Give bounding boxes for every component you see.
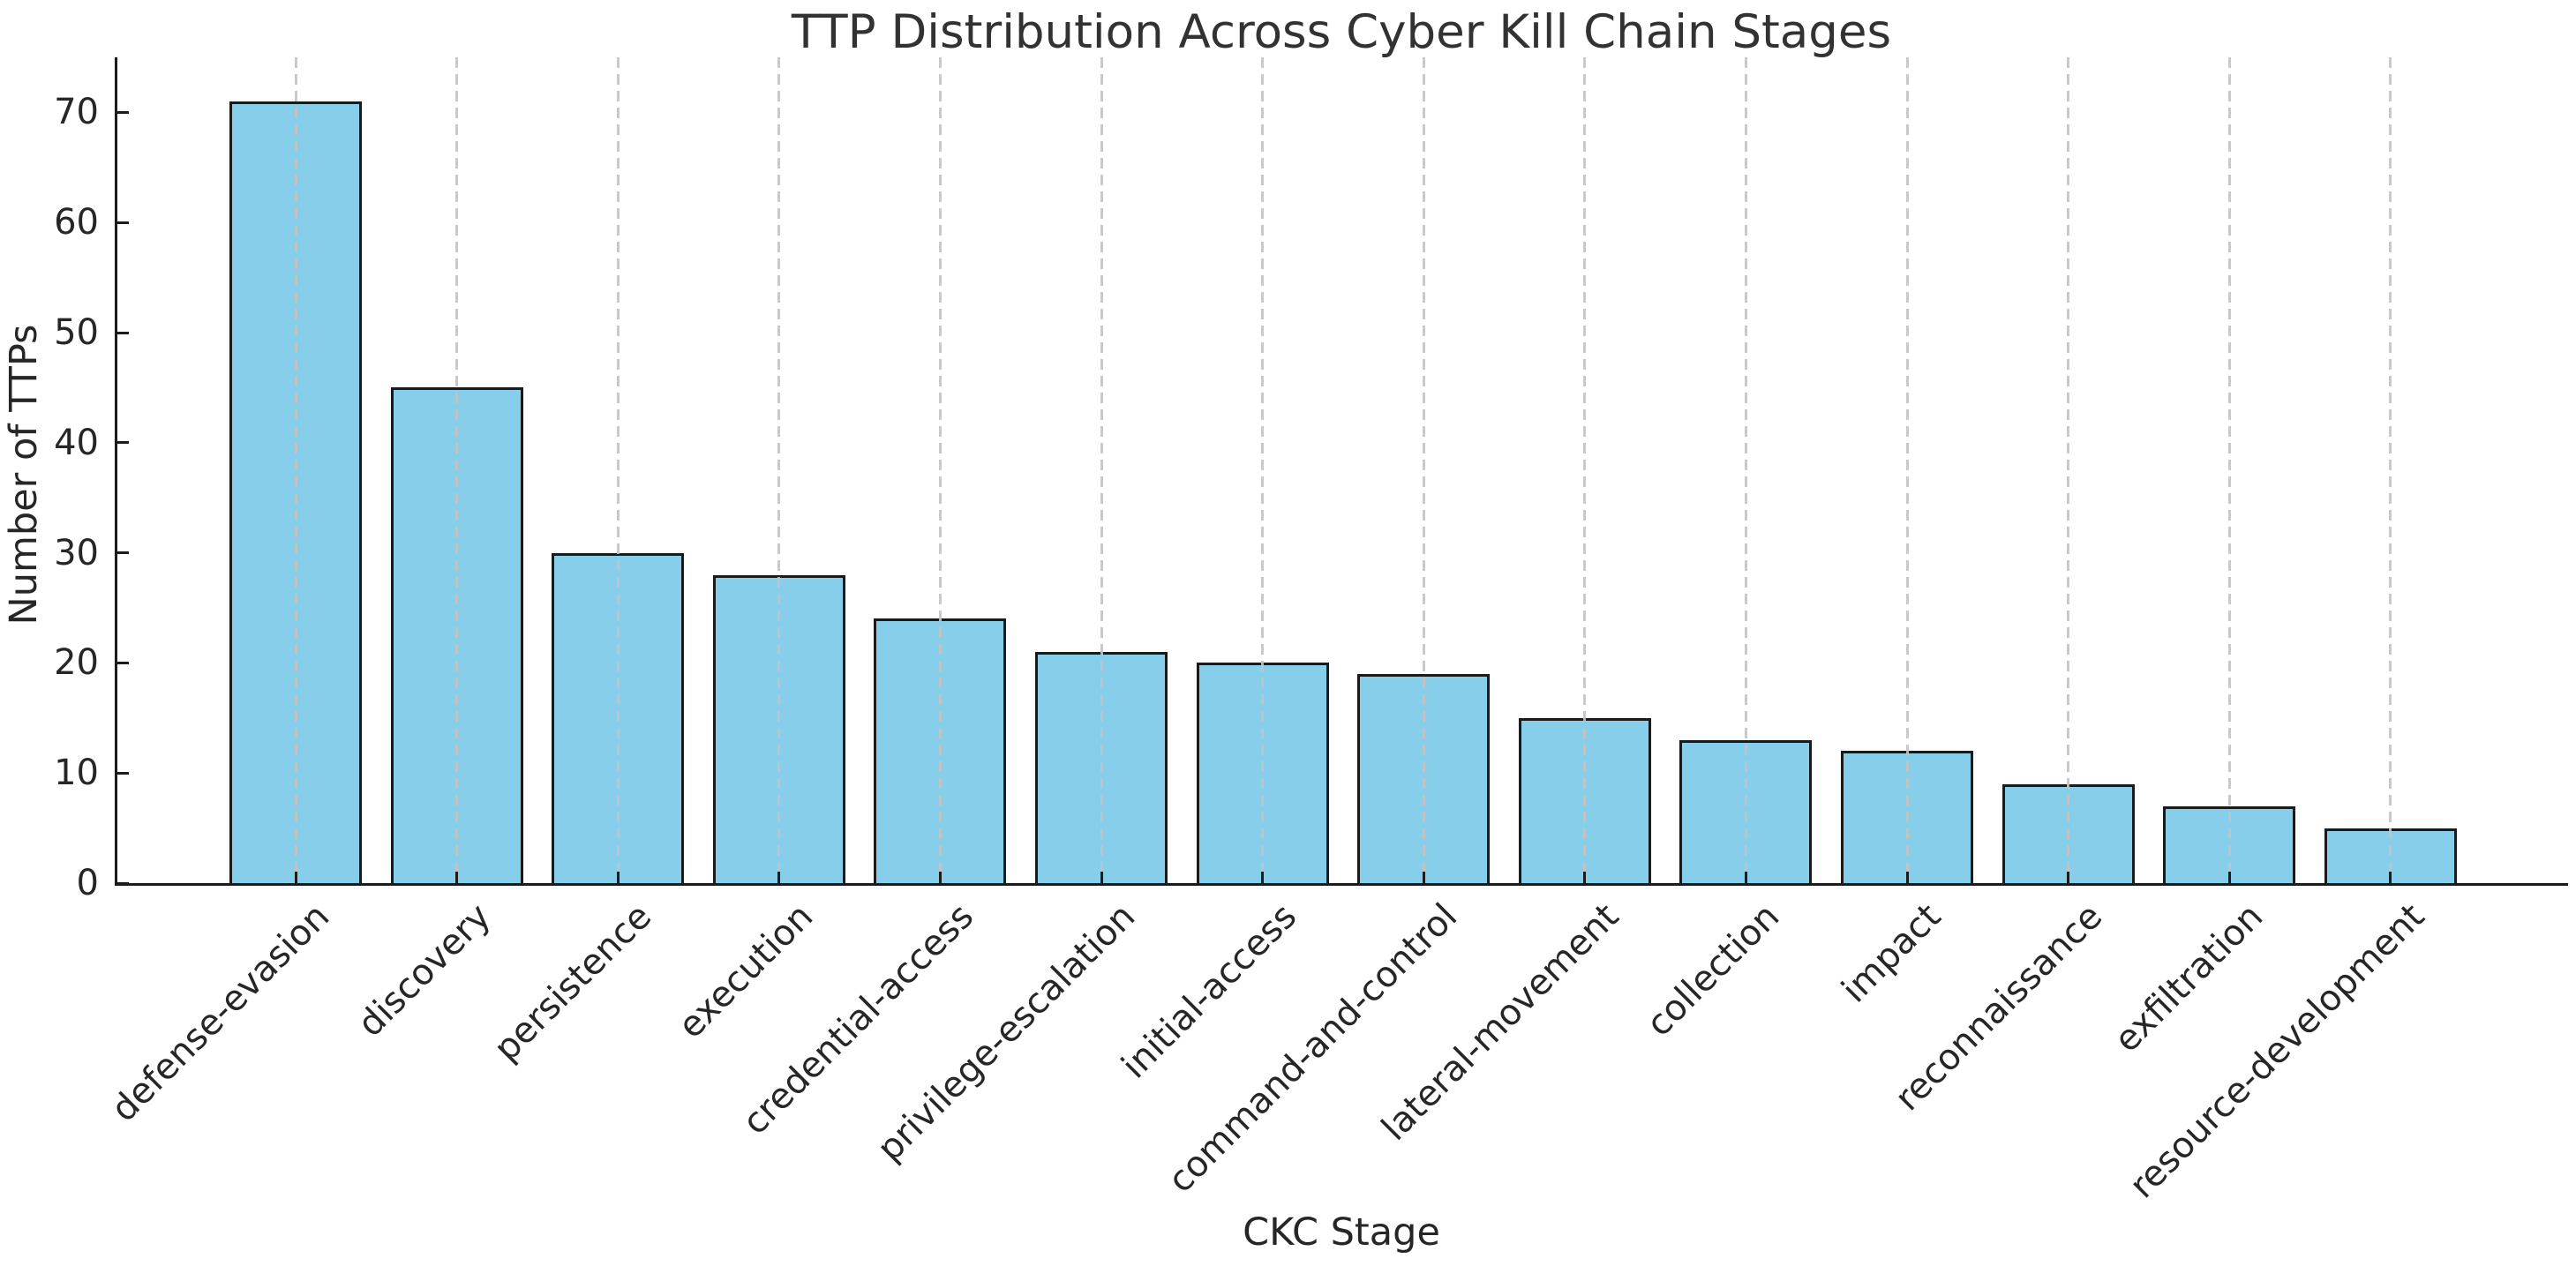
x-tick-mark <box>455 872 459 883</box>
y-tick-label: 70 <box>54 92 99 133</box>
gridline <box>2389 57 2392 883</box>
x-tick-mark <box>1261 872 1265 883</box>
y-tick-label: 60 <box>54 202 99 243</box>
gridline <box>938 57 942 883</box>
x-tick-mark <box>2067 872 2070 883</box>
x-tick-mark <box>1422 872 1425 883</box>
gridline <box>2227 57 2231 883</box>
y-axis-spine <box>115 57 117 886</box>
x-tick-mark <box>938 872 942 883</box>
y-tick-mark <box>117 881 129 885</box>
gridline <box>294 57 297 883</box>
chart-title: TTP Distribution Across Cyber Kill Chain… <box>791 5 1892 59</box>
gridline <box>2067 57 2070 883</box>
gridline <box>1422 57 1425 883</box>
gridline <box>1583 57 1587 883</box>
y-tick-label: 20 <box>54 642 99 684</box>
x-tick-mark <box>777 872 781 883</box>
x-axis-spine <box>115 883 2568 886</box>
y-tick-mark <box>117 771 129 775</box>
x-tick-mark <box>2227 872 2231 883</box>
y-tick-label: 40 <box>54 422 99 463</box>
x-tick-mark <box>294 872 297 883</box>
x-tick-mark <box>1100 872 1103 883</box>
y-tick-label: 10 <box>54 753 99 794</box>
y-tick-mark <box>117 221 129 224</box>
y-tick-label: 50 <box>54 312 99 353</box>
gridline <box>616 57 620 883</box>
x-tick-mark <box>616 872 620 883</box>
x-tick-mark <box>1583 872 1587 883</box>
y-tick-label: 30 <box>54 532 99 573</box>
y-tick-mark <box>117 551 129 555</box>
x-tick-mark <box>2389 872 2392 883</box>
x-axis-label: CKC Stage <box>1243 1210 1440 1255</box>
gridline <box>1744 57 1747 883</box>
gridline <box>777 57 781 883</box>
y-tick-mark <box>117 110 129 114</box>
gridline <box>1100 57 1103 883</box>
y-tick-mark <box>117 331 129 334</box>
gridline <box>455 57 459 883</box>
gridline <box>1261 57 1265 883</box>
y-tick-mark <box>117 661 129 664</box>
x-tick-mark <box>1744 872 1747 883</box>
y-tick-mark <box>117 441 129 445</box>
x-tick-mark <box>1905 872 1909 883</box>
y-tick-label: 0 <box>76 863 99 903</box>
gridline <box>1905 57 1909 883</box>
